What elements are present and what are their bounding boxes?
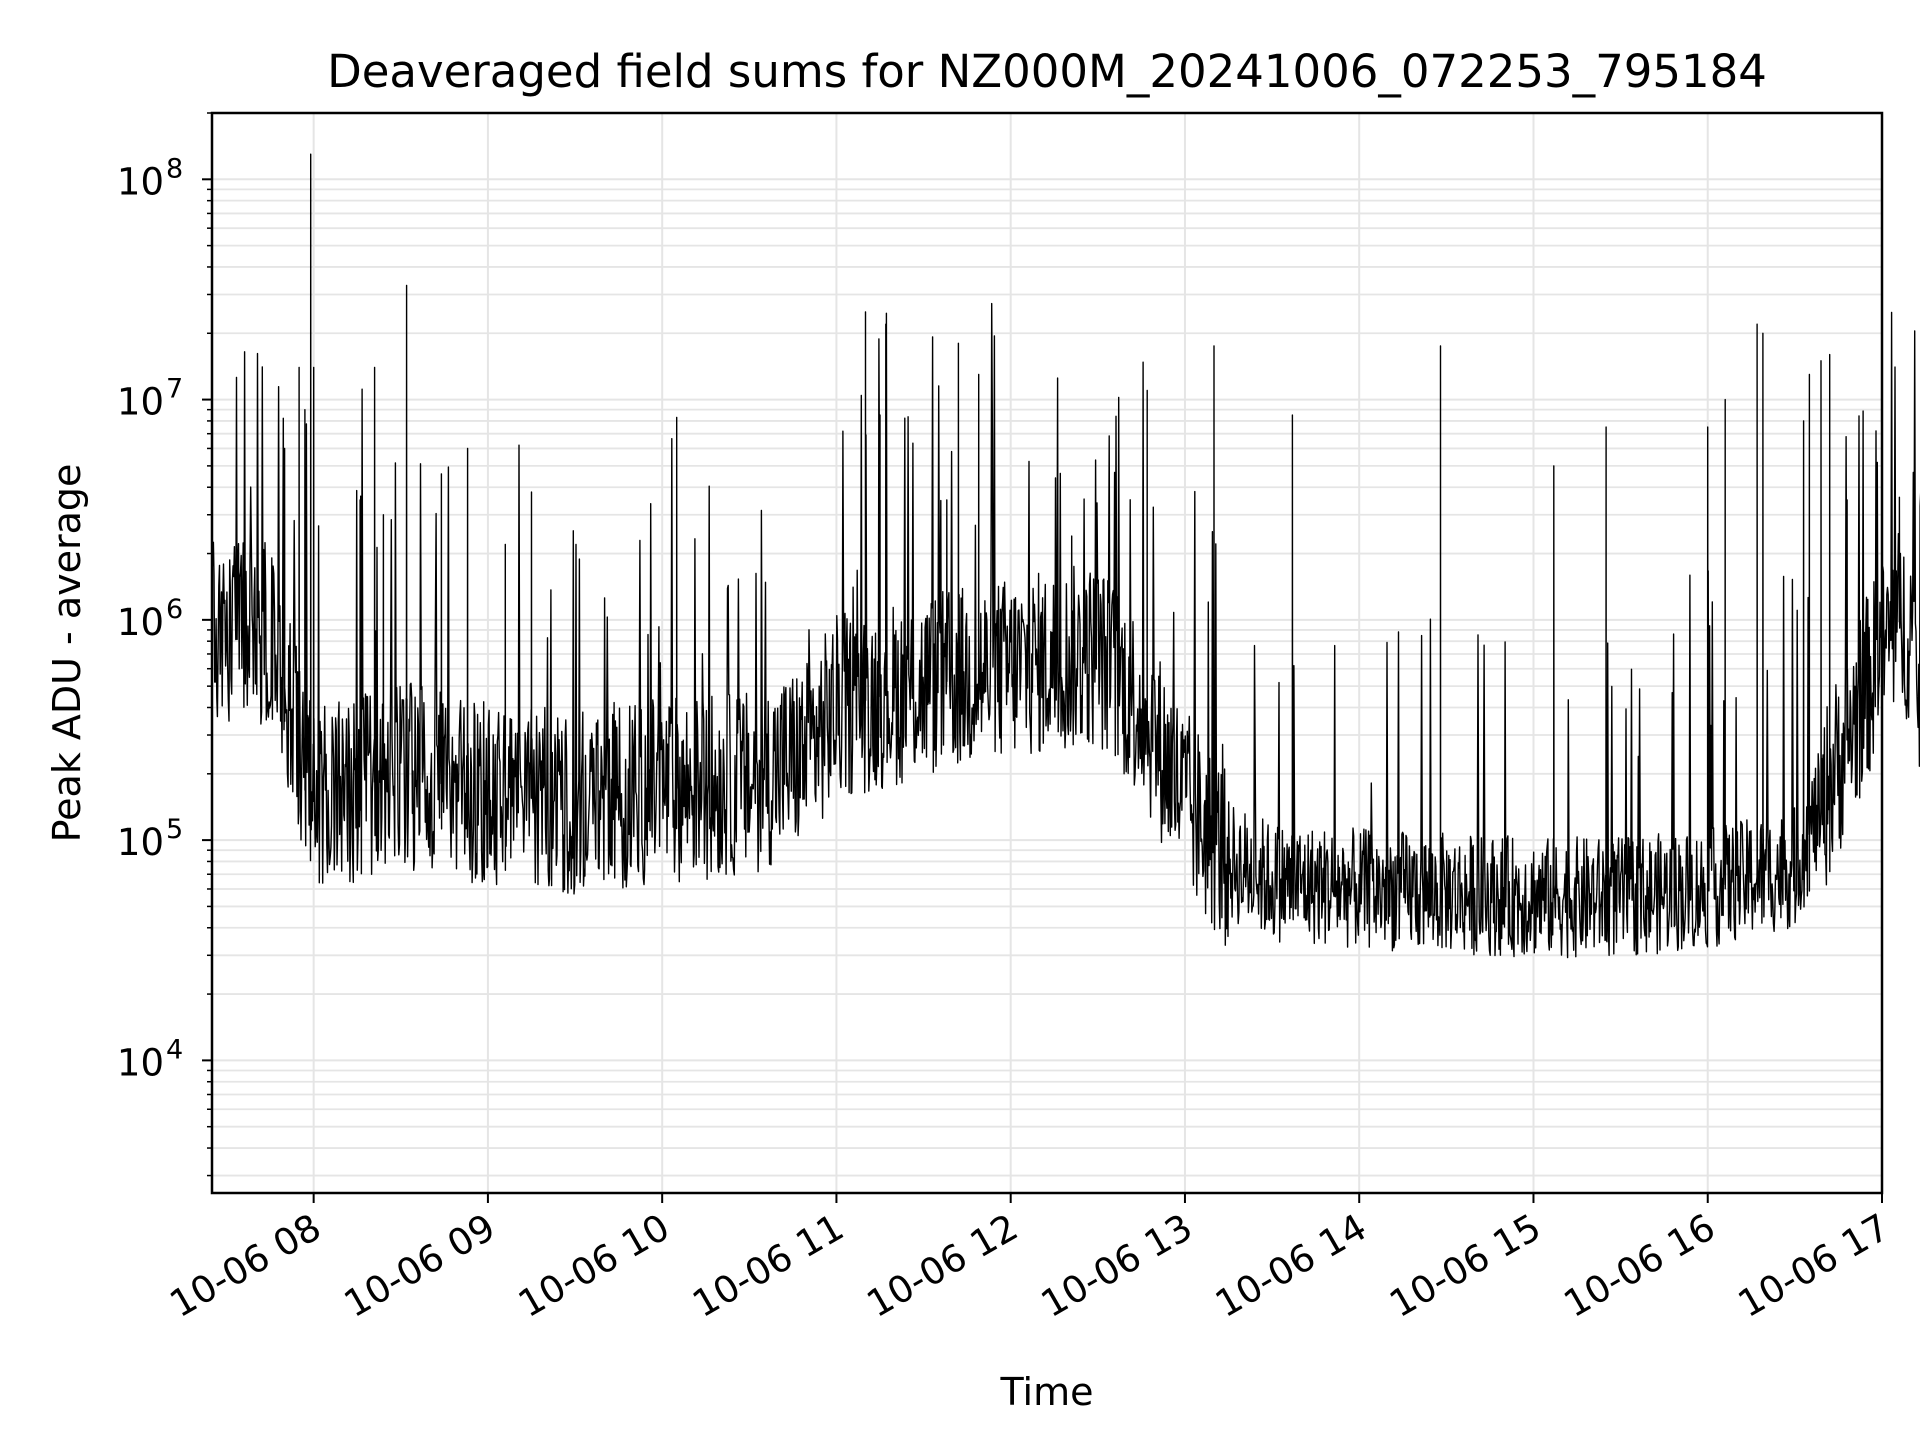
- series-line: [211, 153, 1920, 959]
- plot-area: [211, 153, 1920, 959]
- plot-frame: [210, 111, 1884, 1195]
- y-tick-label: 10: [117, 1041, 164, 1084]
- y-axis-label: Peak ADU - average: [45, 464, 89, 843]
- y-tick-exponent: 7: [166, 374, 183, 405]
- y-tick-label: 10: [117, 821, 164, 864]
- chart-title: Deaveraged field sums for NZ000M_2024100…: [327, 45, 1767, 98]
- y-tick-label: 10: [117, 381, 164, 424]
- x-axis-label: Time: [1000, 1370, 1094, 1414]
- y-tick-exponent: 8: [166, 153, 183, 184]
- y-tick-exponent: 6: [166, 594, 183, 625]
- grid: [212, 112, 1883, 1193]
- y-tick-exponent: 5: [166, 814, 183, 845]
- y-tick-label: 10: [117, 160, 164, 203]
- y-tick-label: 10: [117, 601, 164, 644]
- y-tick-exponent: 4: [166, 1034, 183, 1065]
